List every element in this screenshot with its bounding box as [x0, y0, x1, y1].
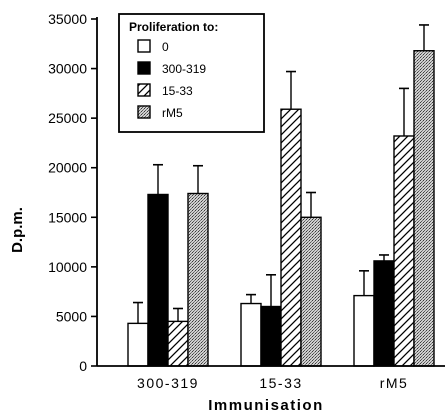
y-tick-label-0: 0: [79, 358, 87, 374]
legend-swatch-2: [137, 83, 151, 97]
legend-label-1: 300-319: [162, 62, 206, 76]
y-tick-label-5: 25000: [48, 110, 87, 126]
legend-title: Proliferation to:: [129, 20, 218, 34]
bar-2-0: [353, 294, 375, 367]
x-tick-label-0: 300-319: [137, 375, 199, 391]
legend-swatch-3: [137, 105, 151, 119]
y-tick-label-4: 20000: [48, 160, 87, 176]
bar-1-0: [240, 302, 262, 367]
y-tick-label-2: 10000: [48, 259, 87, 275]
bar-2-1: [373, 260, 395, 367]
legend-swatch-1: [137, 61, 151, 75]
bar-1-1: [260, 305, 282, 367]
bar-0-1: [147, 193, 169, 367]
y-tick-label-7: 35000: [48, 11, 87, 27]
x-axis-title: Immunisation: [208, 397, 324, 414]
legend: Proliferation to: 0 300-319 15-33 rM5: [118, 13, 265, 133]
x-tick-label-2: rM5: [380, 375, 409, 391]
bar-0-0: [127, 322, 149, 367]
bar-2-3: [413, 50, 435, 367]
x-axis-tick-labels: 300-319 15-33 rM5: [137, 375, 409, 391]
legend-label-0: 0: [162, 40, 169, 54]
y-axis-ticks: 0 5000 10000 15000 20000 25000 30000 35000: [48, 11, 97, 374]
y-tick-label-6: 30000: [48, 61, 87, 77]
y-tick-label-3: 15000: [48, 209, 87, 225]
legend-items: 0 300-319 15-33 rM5: [137, 39, 206, 120]
bar-1-3: [300, 216, 322, 367]
y-tick-label-1: 5000: [56, 308, 87, 324]
legend-swatch-0: [137, 39, 151, 53]
bar-1-2: [280, 108, 302, 367]
y-axis-title: D.p.m.: [9, 207, 26, 253]
bar-2-2: [393, 135, 415, 367]
bar-0-2: [167, 320, 189, 367]
legend-label-3: rM5: [162, 106, 183, 120]
legend-label-2: 15-33: [162, 84, 193, 98]
axes: [96, 17, 445, 367]
x-tick-label-1: 15-33: [259, 375, 302, 391]
bars: [127, 24, 435, 367]
bar-0-3: [187, 192, 209, 367]
